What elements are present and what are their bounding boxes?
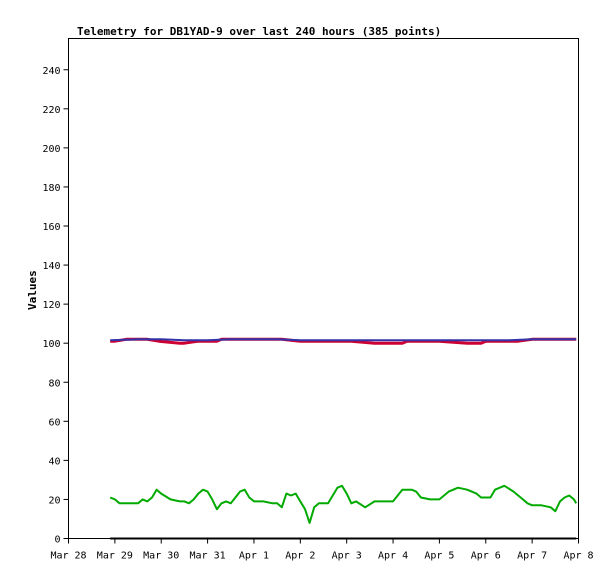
x-tick-label: Apr 8 [563,551,593,562]
y-tick-label: 200 [42,144,60,155]
y-tick-label: 180 [42,183,60,194]
x-tick-label: Apr 7 [517,551,547,562]
x-tick-label: Apr 1 [239,551,269,562]
y-tick-label: 160 [42,222,60,233]
x-tick-label: Mar 28 [50,551,86,562]
x-tick-label: Apr 6 [471,551,501,562]
y-tick-label: 20 [48,495,60,506]
y-tick-label: 100 [42,339,60,350]
x-tick-label: Mar 30 [143,551,179,562]
y-axis-label: Values [26,270,39,310]
series-line-2 [110,338,577,342]
x-tick-label: Mar 29 [97,551,133,562]
x-tick-label: Apr 3 [332,551,362,562]
plot-frame [68,38,579,539]
x-tick-label: Apr 4 [378,551,408,562]
y-tick-label: 140 [42,261,60,272]
y-tick-label: 40 [48,456,60,467]
x-tick-label: Apr 2 [285,551,315,562]
y-tick-label: 80 [48,378,60,389]
x-axis-ticks: Mar 28 Mar 29 Mar 30 Mar 31 Apr 1 Apr 2 Apr 3 A… [50,538,594,562]
y-axis-ticks: 0 20 40 60 80 100 120 140 160 180 200 220 240 [42,66,69,546]
y-tick-label: 120 [42,300,60,311]
y-tick-label: 220 [42,105,60,116]
y-tick-label: 240 [42,66,60,77]
chart-title: Telemetry for DB1YAD-9 over last 240 hou… [77,25,441,38]
series-line-3 [109,484,578,524]
series-layer [109,337,578,540]
x-tick-label: Mar 31 [190,551,226,562]
y-tick-label: 0 [54,535,60,546]
y-tick-label: 60 [48,417,60,428]
x-tick-label: Apr 5 [424,551,454,562]
